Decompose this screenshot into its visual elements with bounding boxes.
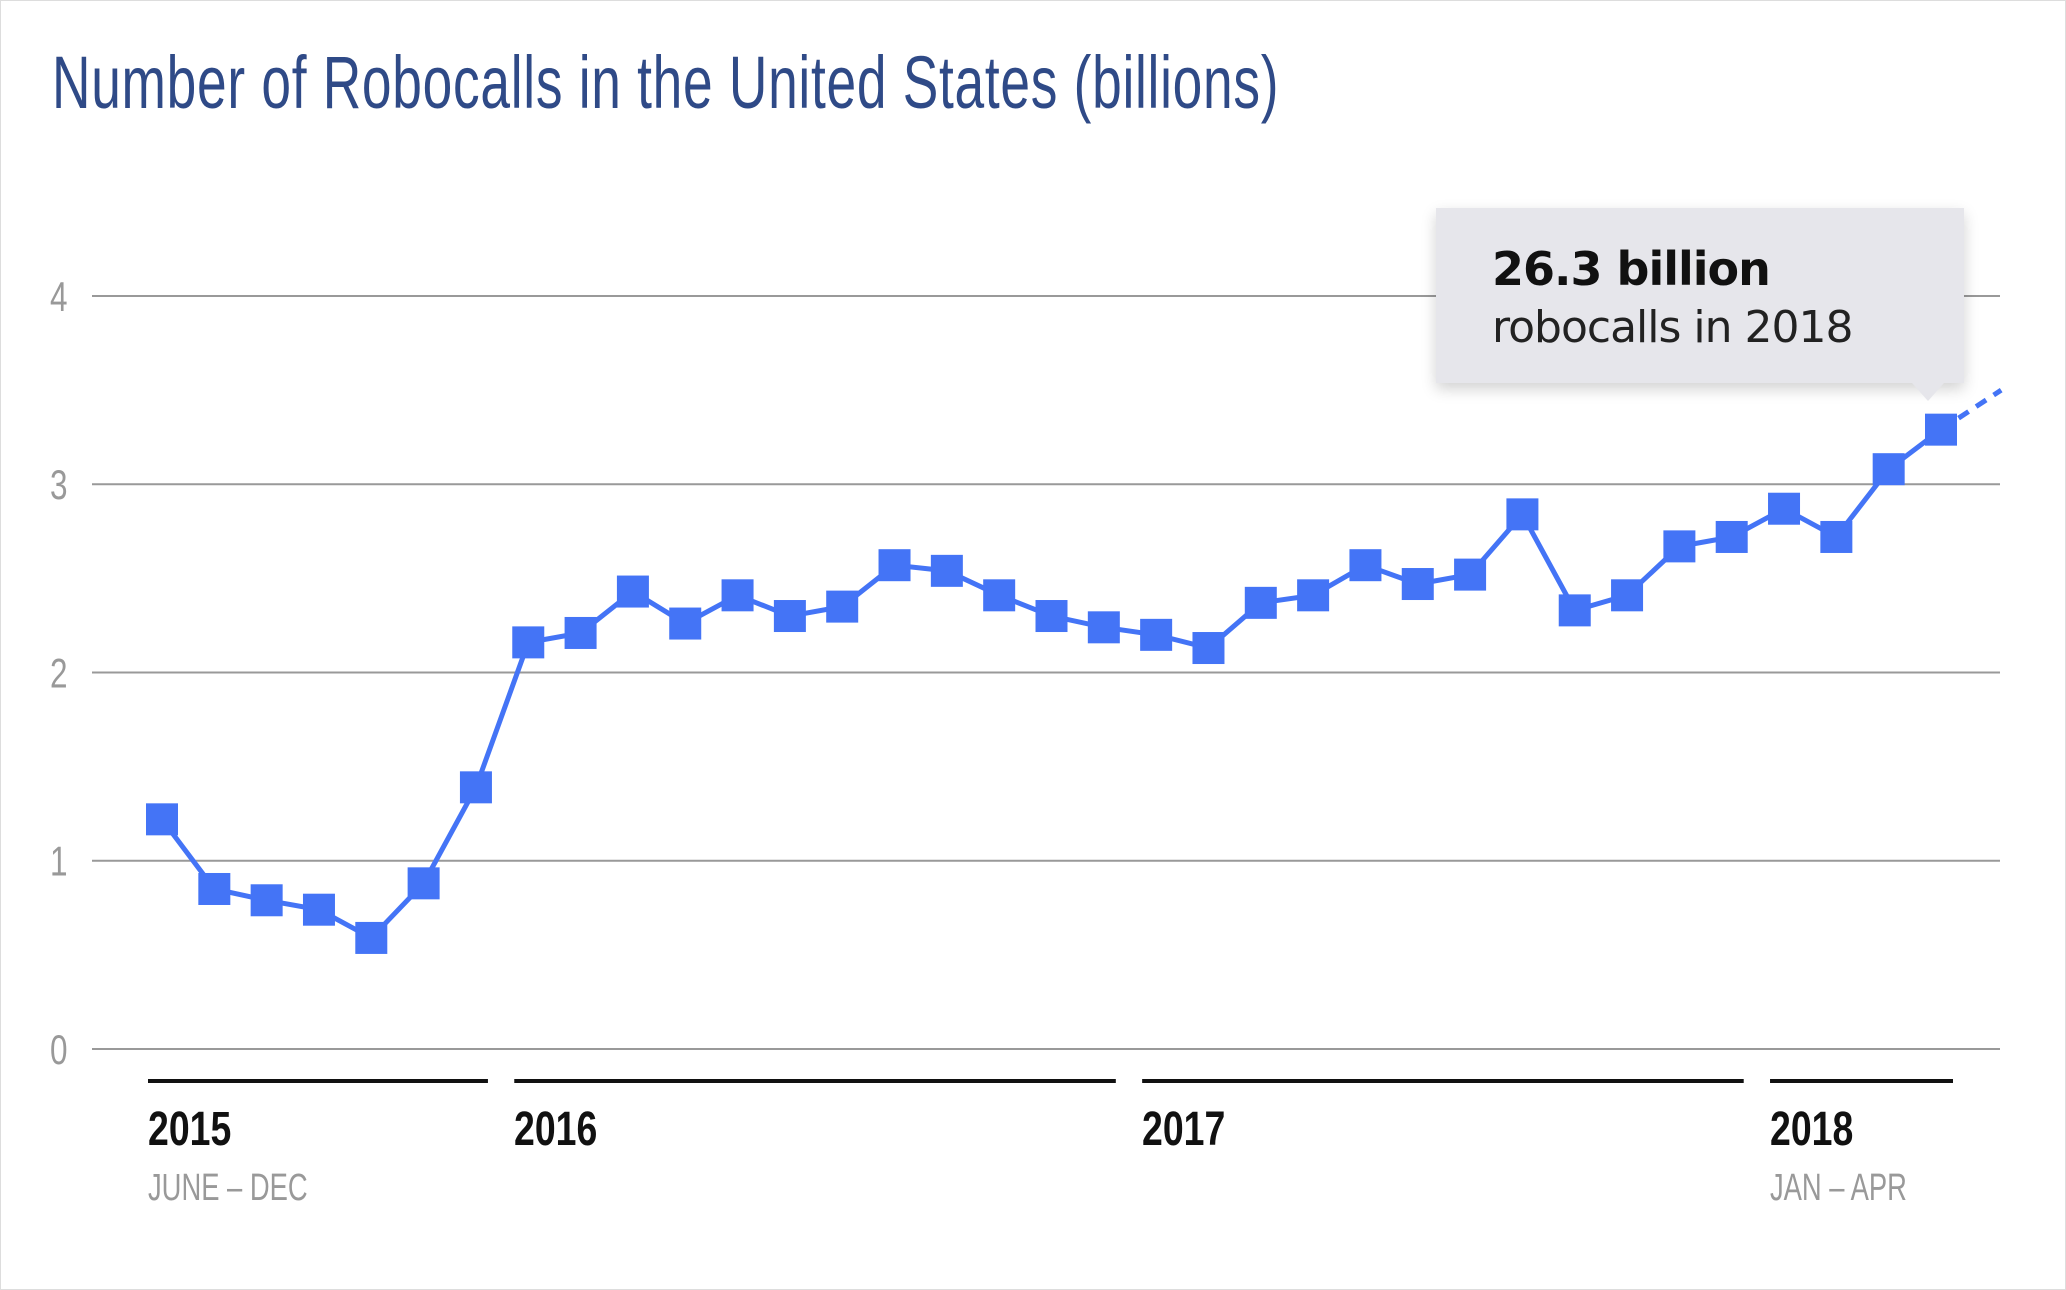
chart-title: Number of Robocalls in the United States… (52, 41, 1280, 124)
data-point (250, 884, 283, 917)
annotation-callout: 26.3 billion robocalls in 2018 (1436, 208, 1964, 401)
data-point (1297, 579, 1330, 612)
data-point (1035, 600, 1068, 633)
data-point (407, 867, 440, 900)
data-point (355, 921, 388, 954)
y-tick-label: 3 (50, 461, 68, 509)
data-point (1558, 594, 1591, 627)
data-point (773, 600, 806, 633)
year-range-label: JAN – APR (1770, 1167, 1907, 1209)
data-point (1663, 530, 1696, 563)
data-point (302, 893, 335, 926)
data-point (669, 607, 702, 640)
data-point (983, 579, 1016, 612)
data-point (1454, 558, 1487, 591)
data-point (459, 771, 492, 804)
data-point (1401, 568, 1434, 601)
data-point (1140, 618, 1173, 651)
data-point (1611, 579, 1644, 612)
data-point (1715, 520, 1748, 553)
data-point (826, 590, 859, 623)
year-label: 2016 (514, 1103, 598, 1156)
data-point (198, 872, 231, 905)
data-point (512, 626, 545, 659)
data-point (1244, 586, 1277, 619)
data-point (878, 549, 911, 582)
data-point (146, 803, 178, 836)
data-point (1349, 549, 1382, 582)
y-tick-label: 2 (50, 649, 68, 697)
y-tick-label: 0 (50, 1026, 68, 1074)
data-point (1768, 492, 1801, 525)
year-label: 2017 (1142, 1103, 1226, 1156)
year-label: 2018 (1770, 1103, 1854, 1156)
data-point (1925, 413, 1957, 446)
data-point (1820, 520, 1853, 553)
data-point (1087, 611, 1120, 644)
data-point (930, 554, 963, 587)
data-point (1872, 453, 1905, 486)
y-tick-label: 1 (50, 837, 68, 885)
annotation-text: robocalls in 2018 (1492, 302, 1853, 353)
data-point (564, 616, 597, 649)
data-point (1192, 632, 1225, 665)
annotation-headline: 26.3 billion (1492, 242, 1771, 296)
year-range-label: JUNE – DEC (148, 1167, 308, 1209)
y-tick-label: 4 (50, 273, 68, 321)
data-point (721, 579, 754, 612)
data-point (1506, 498, 1539, 531)
data-point (616, 575, 649, 608)
year-label: 2015 (148, 1103, 232, 1156)
